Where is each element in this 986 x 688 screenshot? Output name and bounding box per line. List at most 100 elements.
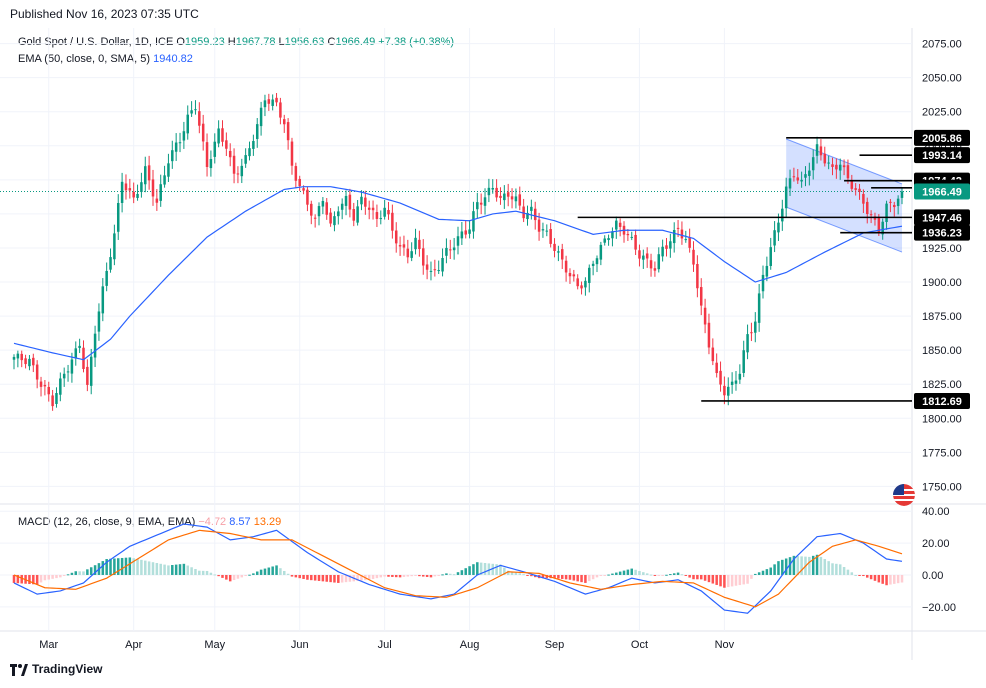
macd-histogram-bar <box>483 563 487 575</box>
macd-histogram-bar <box>885 574 888 586</box>
macd-histogram-bar <box>738 574 742 586</box>
macd-histogram-bar <box>842 567 846 575</box>
candle <box>742 350 745 373</box>
candle <box>286 122 290 141</box>
macd-histogram-bar <box>611 573 614 575</box>
candle <box>893 205 896 208</box>
macd-histogram-bar <box>120 557 124 575</box>
candle <box>275 97 278 103</box>
candle <box>383 207 386 217</box>
macd-histogram-bar <box>425 574 429 577</box>
macd-histogram-bar <box>190 567 193 575</box>
macd-histogram-bar <box>441 574 444 576</box>
candle <box>526 212 529 220</box>
candle <box>194 109 197 111</box>
candle <box>869 214 873 216</box>
candle <box>858 188 861 192</box>
candle <box>865 201 869 215</box>
price-tick-label: 1925.00 <box>922 243 962 255</box>
published-timestamp: Published Nov 16, 2023 07:35 UTC <box>10 7 199 21</box>
candle <box>348 194 352 210</box>
macd-histogram-bar <box>754 573 757 575</box>
candle <box>665 245 668 249</box>
macd-histogram-bar <box>383 574 386 577</box>
macd-histogram-bar <box>873 574 877 581</box>
macd-histogram-bar <box>734 574 738 586</box>
macd-histogram-bar <box>93 565 97 575</box>
candle <box>35 364 39 380</box>
candle <box>217 128 220 144</box>
price-tick-label: 1775.00 <box>922 447 962 459</box>
macd-tick-label: 0.00 <box>922 570 943 582</box>
candle <box>811 157 815 171</box>
macd-histogram-bar <box>35 574 39 585</box>
candle <box>360 196 363 205</box>
macd-histogram-bar <box>526 574 529 576</box>
macd-histogram-bar <box>781 559 784 575</box>
candle <box>47 386 51 395</box>
macd-histogram-bar <box>348 574 352 582</box>
candle <box>313 217 317 219</box>
macd-histogram-bar <box>692 574 695 580</box>
macd-histogram-bar <box>634 569 637 575</box>
candle <box>696 263 699 289</box>
candle <box>576 278 579 287</box>
macd-histogram-bar <box>723 574 726 588</box>
macd-histogram-bar <box>476 562 479 575</box>
time-tick-label: Sep <box>545 639 565 651</box>
price-tick-label: 1900.00 <box>922 277 962 289</box>
candle <box>109 257 112 270</box>
candle <box>808 170 811 176</box>
candle <box>680 229 684 239</box>
macd-histogram-bar <box>271 566 274 575</box>
macd-histogram-bar <box>850 572 854 575</box>
macd-signal-value: 13.29 <box>253 516 282 528</box>
candle <box>51 395 54 407</box>
candle <box>757 293 761 323</box>
close-value: 1966.49 <box>335 36 376 48</box>
candle <box>468 229 471 234</box>
macd-histogram-bar <box>55 574 58 579</box>
macd-histogram-bar <box>375 574 379 579</box>
macd-histogram-bar <box>201 570 205 575</box>
macd-histogram-bar <box>186 565 189 575</box>
candle <box>421 248 425 266</box>
candle <box>414 237 417 250</box>
macd-histogram-bar <box>217 574 220 577</box>
macd-histogram-bar <box>464 568 467 575</box>
candle <box>487 187 491 196</box>
candle <box>263 100 267 108</box>
candle <box>418 239 421 250</box>
macd-histogram-bar <box>669 574 672 576</box>
price-tick-label: 2050.00 <box>922 73 962 85</box>
candle <box>599 244 603 260</box>
price-tick-label: 2025.00 <box>922 107 962 119</box>
macd-histogram-bar <box>294 574 298 578</box>
macd-histogram-bar <box>144 560 147 575</box>
candle <box>692 249 695 265</box>
candle <box>28 358 31 367</box>
candle <box>271 99 274 106</box>
chart-canvas[interactable]: 1750.00 1775.00 1800.00 1825.00 1850.00 1875.… <box>0 28 986 660</box>
candle <box>900 191 904 198</box>
candle <box>483 197 487 206</box>
candle <box>298 178 301 187</box>
candle <box>59 378 62 395</box>
candle <box>769 247 772 266</box>
candle <box>171 150 174 162</box>
candle <box>402 244 406 248</box>
candle <box>310 203 313 216</box>
macd-histogram-bar <box>445 573 448 575</box>
candle <box>163 175 166 185</box>
candle <box>113 233 116 260</box>
time-tick-label: Mar <box>39 639 58 651</box>
candle <box>503 193 506 201</box>
macd-histogram-bar <box>889 574 892 585</box>
candle <box>391 212 394 231</box>
macd-histogram-bar <box>750 574 753 579</box>
macd-histogram-bar <box>116 558 120 575</box>
macd-histogram-bar <box>344 574 348 583</box>
tradingview-logo[interactable]: TradingView <box>10 662 102 676</box>
macd-histogram-bar <box>645 573 649 575</box>
candle <box>244 155 247 164</box>
